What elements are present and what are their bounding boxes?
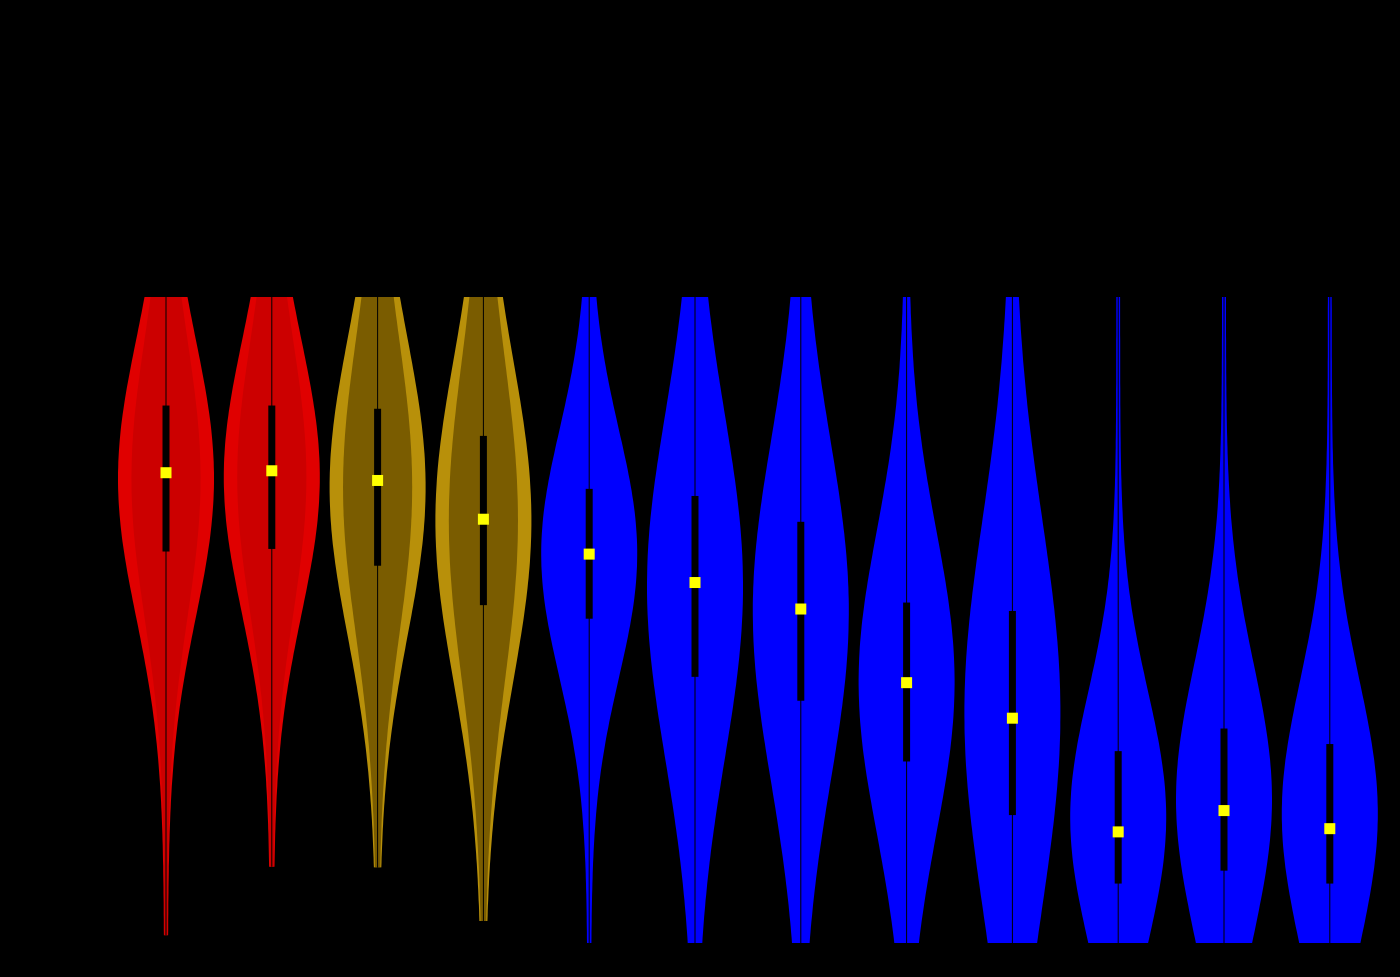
- violin-iqr-box: [1114, 751, 1122, 884]
- violin-mean-marker: [372, 474, 384, 486]
- violin-mean-marker: [1112, 826, 1124, 838]
- violin-mean-marker: [901, 677, 913, 689]
- violin-iqr-box: [162, 405, 170, 552]
- violin-iqr-box: [1326, 744, 1334, 884]
- violin-mean-marker: [1006, 712, 1018, 724]
- violin-mean-marker: [477, 513, 489, 525]
- violin-iqr-box: [268, 405, 276, 549]
- violin-mean-marker: [1324, 823, 1336, 835]
- violin-iqr-box: [1220, 728, 1228, 871]
- violin-mean-marker: [795, 603, 807, 615]
- violins-layer: [118, 297, 1378, 943]
- violin-12: [1281, 297, 1378, 943]
- violin-mean-marker: [583, 548, 595, 560]
- violin-10: [1070, 297, 1167, 943]
- violin-5: [541, 297, 638, 943]
- violin-2: [223, 297, 320, 867]
- violin-4: [435, 297, 532, 922]
- violin-mean-marker: [1218, 805, 1230, 817]
- violin-1: [118, 297, 214, 936]
- violin-7: [752, 297, 849, 943]
- violin-mean-marker: [689, 577, 701, 589]
- violin-11: [1176, 297, 1272, 943]
- violin-mean-marker: [266, 465, 278, 477]
- violin-8: [858, 297, 955, 943]
- violin-mean-marker: [160, 467, 172, 479]
- violin-6: [647, 297, 743, 943]
- violin-9: [964, 297, 1061, 943]
- violin-3: [329, 297, 426, 868]
- violin-iqr-box: [374, 408, 382, 566]
